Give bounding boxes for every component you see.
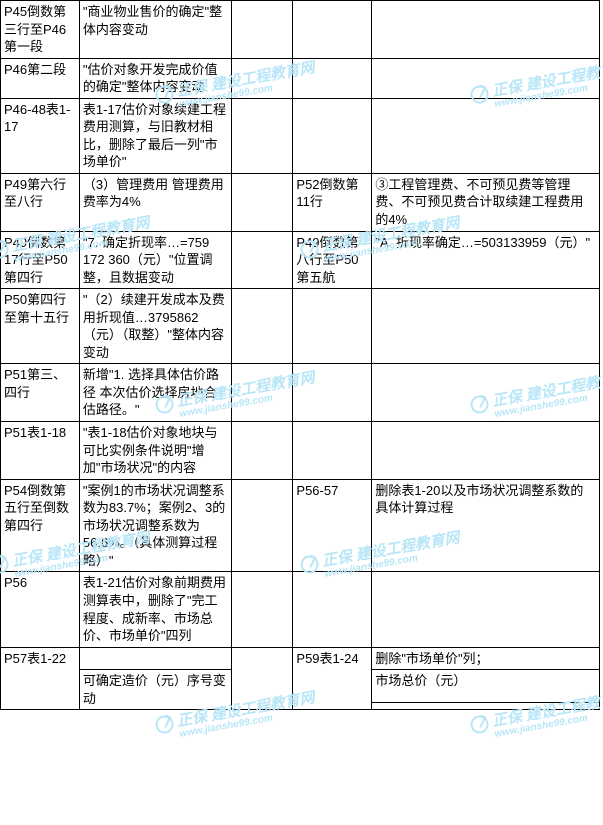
cell: "估价对象开发完成价值的确定"整体内容变动 xyxy=(79,58,231,98)
cell: P56-57 xyxy=(293,479,372,572)
cell: "案例1的市场状况调整系数为83.7%；案例2、3的市场状况调整系数为56.6%… xyxy=(79,479,231,572)
cell xyxy=(231,572,293,647)
cell xyxy=(231,1,293,59)
cell: "商业物业售价的确定"整体内容变动 xyxy=(79,1,231,59)
cell: "7. 确定折现率…=759 172 360（元）"位置调整，且数据变动 xyxy=(79,231,231,289)
cell: P50第四行至第十五行 xyxy=(1,289,80,364)
cell xyxy=(293,364,372,422)
cell xyxy=(372,1,600,59)
cell: （3）管理费用 管理费用费率为4% xyxy=(79,173,231,231)
cell xyxy=(293,58,372,98)
cell xyxy=(372,289,600,364)
cell: 删除"市场单价"列； xyxy=(372,647,600,670)
table-row: P49倒数第17行至P50第四行"7. 确定折现率…=759 172 360（元… xyxy=(1,231,600,289)
cell: P54倒数第五行至倒数第四行 xyxy=(1,479,80,572)
cell xyxy=(372,422,600,480)
cell: P49倒数第17行至P50第四行 xyxy=(1,231,80,289)
cell: P51第三、四行 xyxy=(1,364,80,422)
cell xyxy=(372,98,600,173)
table-row: P46第二段"估价对象开发完成价值的确定"整体内容变动 xyxy=(1,58,600,98)
cell xyxy=(293,572,372,647)
table-row: P46-48表1-17表1-17估价对象续建工程费用测算，与旧教材相比，删除了最… xyxy=(1,98,600,173)
cell: P51表1-18 xyxy=(1,422,80,480)
cell xyxy=(293,289,372,364)
cell xyxy=(372,702,600,709)
cell xyxy=(231,58,293,98)
table-row: P45倒数第三行至P46第一段"商业物业售价的确定"整体内容变动 xyxy=(1,1,600,59)
table-row: P50第四行至第十五行"（2）续建开发成本及费用折现值…3795862（元）（取… xyxy=(1,289,600,364)
cell xyxy=(231,173,293,231)
cell: P56 xyxy=(1,572,80,647)
cell xyxy=(231,364,293,422)
cell: P59表1-24 xyxy=(293,647,372,710)
cell xyxy=(231,98,293,173)
cell: P45倒数第三行至P46第一段 xyxy=(1,1,80,59)
comparison-table: P45倒数第三行至P46第一段"商业物业售价的确定"整体内容变动P46第二段"估… xyxy=(0,0,600,710)
cell xyxy=(372,572,600,647)
cell: P46第二段 xyxy=(1,58,80,98)
cell: 新增"1. 选择具体估价路径 本次估价选择房地合估路径。" xyxy=(79,364,231,422)
cell: 表1-17估价对象续建工程费用测算，与旧教材相比，删除了最后一列"市场单价" xyxy=(79,98,231,173)
cell: 表1-21估价对象前期费用测算表中，删除了"完工程度、成新率、市场总价、市场单价… xyxy=(79,572,231,647)
cell: "（2）续建开发成本及费用折现值…3795862（元）（取整）"整体内容变动 xyxy=(79,289,231,364)
cell xyxy=(231,289,293,364)
cell xyxy=(231,479,293,572)
cell xyxy=(372,364,600,422)
cell xyxy=(231,422,293,480)
cell: P52倒数第11行 xyxy=(293,173,372,231)
cell xyxy=(293,1,372,59)
cell: ③工程管理费、不可预见费等管理费、不可预见费合计取续建工程费用的4% xyxy=(372,173,600,231)
table-row: P51第三、四行新增"1. 选择具体估价路径 本次估价选择房地合估路径。" xyxy=(1,364,600,422)
table-row: P56表1-21估价对象前期费用测算表中，删除了"完工程度、成新率、市场总价、市… xyxy=(1,572,600,647)
cell: 市场总价（元） xyxy=(372,670,600,703)
cell xyxy=(372,58,600,98)
cell: 删除表1-20以及市场状况调整系数的具体计算过程 xyxy=(372,479,600,572)
cell: P49第六行至八行 xyxy=(1,173,80,231)
cell: P49倒数第八行至P50第五航 xyxy=(293,231,372,289)
cell: 可确定造价（元）序号变动 xyxy=(79,670,231,710)
cell xyxy=(231,647,293,710)
cell: "A. 折现率确定…=503133959（元）" xyxy=(372,231,600,289)
cell xyxy=(293,98,372,173)
table-row: P57表1-22P59表1-24删除"市场单价"列； xyxy=(1,647,600,670)
cell xyxy=(293,422,372,480)
cell: P46-48表1-17 xyxy=(1,98,80,173)
cell: P57表1-22 xyxy=(1,647,80,710)
table-row: P51表1-18"表1-18估价对象地块与可比实例条件说明"增加"市场状况"的内… xyxy=(1,422,600,480)
cell xyxy=(79,647,231,670)
table-row: P54倒数第五行至倒数第四行"案例1的市场状况调整系数为83.7%；案例2、3的… xyxy=(1,479,600,572)
cell: "表1-18估价对象地块与可比实例条件说明"增加"市场状况"的内容 xyxy=(79,422,231,480)
cell xyxy=(231,231,293,289)
table-row: P49第六行至八行（3）管理费用 管理费用费率为4% P52倒数第11行③工程管理… xyxy=(1,173,600,231)
